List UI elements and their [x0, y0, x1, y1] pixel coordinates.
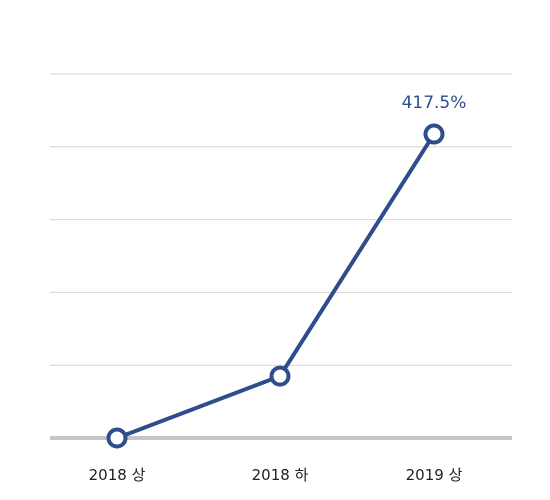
data-label: 417.5% [402, 93, 467, 113]
x-tick-label: 2018 하 [252, 466, 309, 484]
data-points [106, 123, 445, 449]
gridlines [50, 73, 512, 366]
x-tick-label: 2019 상 [406, 466, 463, 484]
data-labels: 417.5% [402, 93, 467, 113]
data-point [106, 427, 128, 449]
data-point [269, 365, 291, 387]
series-lines [115, 132, 436, 440]
x-tick-label: 2018 상 [89, 466, 146, 484]
data-point [423, 123, 445, 145]
series-line [115, 132, 436, 440]
